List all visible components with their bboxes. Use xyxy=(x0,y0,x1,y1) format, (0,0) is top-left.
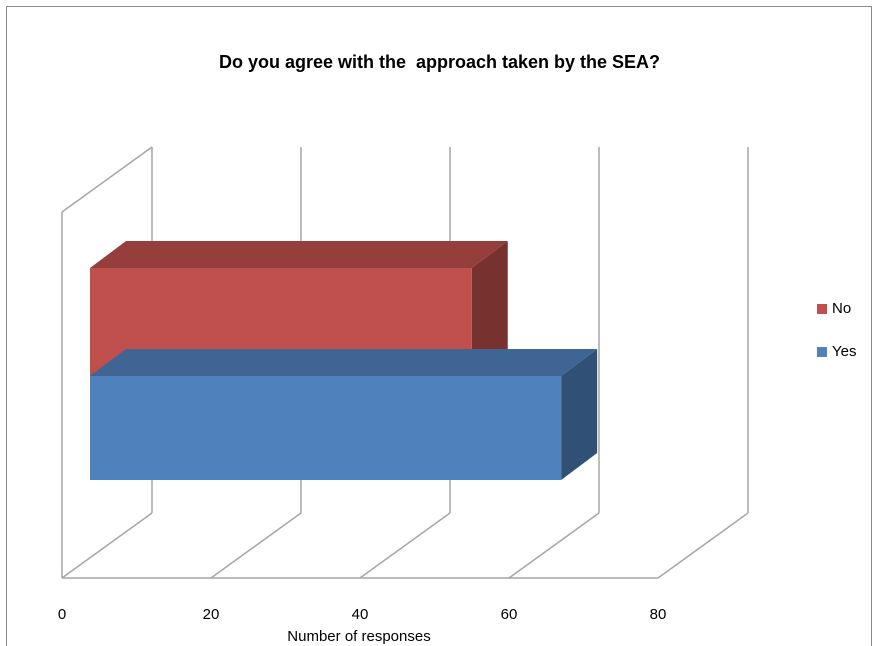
legend-label-yes: Yes xyxy=(832,343,857,360)
legend-label-no: No xyxy=(832,300,852,317)
left-wall-top-edge xyxy=(61,146,153,213)
bar-side-face xyxy=(471,241,508,376)
legend-item-yes: Yes xyxy=(817,341,856,362)
bar-side-face xyxy=(561,349,598,480)
legend-swatch-yes xyxy=(817,346,827,357)
bar-yes xyxy=(90,349,598,480)
bar-top-face xyxy=(90,349,598,376)
chart-title: Do you agree with the approach taken by … xyxy=(218,52,661,72)
floor-gridline-60 xyxy=(508,512,600,579)
x-tick-label-60: 60 xyxy=(501,606,518,623)
x-tick-label-20: 20 xyxy=(203,606,220,623)
legend-item-no: No xyxy=(817,298,856,319)
floor-gridline-0 xyxy=(61,512,153,579)
bars xyxy=(90,241,598,480)
legend: No Yes xyxy=(817,298,856,384)
x-axis-label: Number of responses xyxy=(287,628,430,645)
x-tick-label-80: 80 xyxy=(650,606,667,623)
x-tick-label-40: 40 xyxy=(352,606,369,623)
bar-top-face xyxy=(90,241,508,268)
chart-frame xyxy=(6,6,872,646)
x-tick-label-0: 0 xyxy=(58,606,66,623)
legend-swatch-no xyxy=(817,303,827,314)
bar-front-face xyxy=(90,376,562,480)
floor-gridline-20 xyxy=(210,512,302,579)
chart-floor xyxy=(61,146,749,579)
floor-gridline-40 xyxy=(359,512,451,579)
x-tick-labels: 0 20 40 60 80 xyxy=(58,606,667,623)
floor-gridline-80 xyxy=(657,512,749,579)
